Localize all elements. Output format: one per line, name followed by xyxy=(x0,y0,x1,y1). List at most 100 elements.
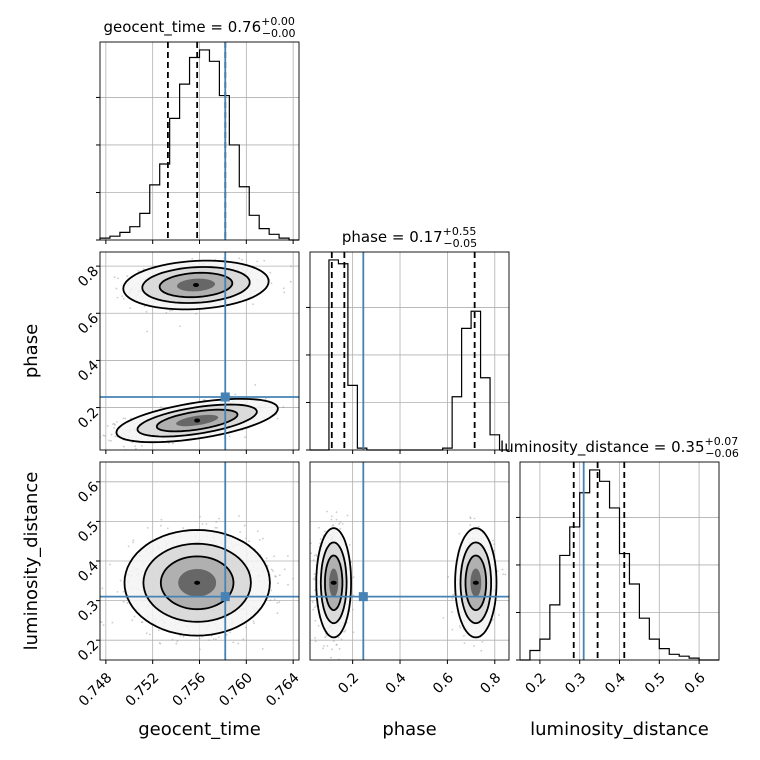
y-axis-label: luminosity_distance xyxy=(21,472,42,651)
sample-point xyxy=(102,624,105,627)
sample-point xyxy=(179,325,181,328)
sample-point xyxy=(212,638,215,641)
sample-point xyxy=(129,307,132,310)
sample-point xyxy=(102,434,105,437)
sample-point xyxy=(337,636,340,639)
sample-point xyxy=(326,645,329,647)
sample-point xyxy=(273,598,276,601)
x-tick-label: 0.3 xyxy=(562,670,589,697)
sample-point xyxy=(324,636,327,638)
sample-point xyxy=(276,612,279,615)
sample-point xyxy=(239,531,242,534)
sample-point xyxy=(122,445,125,448)
y-tick-label: 0.6 xyxy=(75,479,102,506)
sample-point xyxy=(106,425,109,427)
sample-point xyxy=(340,638,343,641)
sample-point xyxy=(243,524,246,527)
sample-point xyxy=(218,636,220,638)
x-tick-label: 0.764 xyxy=(263,670,303,710)
sample-point xyxy=(270,568,273,571)
sample-point xyxy=(265,557,268,560)
sample-point xyxy=(122,590,125,593)
density-layer xyxy=(100,514,294,655)
sample-point xyxy=(141,621,144,624)
sample-point xyxy=(463,634,465,637)
sample-point xyxy=(330,518,333,521)
sample-point xyxy=(313,573,316,576)
sample-point xyxy=(341,522,344,525)
sample-point xyxy=(502,573,505,576)
sample-point xyxy=(256,260,259,263)
sample-point xyxy=(126,601,129,604)
sample-point xyxy=(244,436,246,439)
sample-point xyxy=(274,575,276,578)
density-peak xyxy=(194,580,201,585)
sample-point xyxy=(261,537,264,540)
sample-point xyxy=(116,590,119,593)
y-axis-luminosity_distance: 0.2 0.3 0.4 0.5 0.6 luminosity_distance xyxy=(21,472,102,665)
hist-panel-luminosity_distance: luminosity_distance = 0.35+0.07 −0.06 xyxy=(500,435,739,661)
sample-point xyxy=(113,426,115,429)
sample-point xyxy=(473,645,475,647)
sample-point xyxy=(143,305,146,308)
sample-point xyxy=(67,286,69,288)
sample-point xyxy=(312,559,315,562)
y-axis-label: phase xyxy=(21,324,42,378)
sample-point xyxy=(481,641,484,643)
x-tick-label: 0.760 xyxy=(216,670,256,710)
truth-marker xyxy=(220,392,230,402)
sample-point xyxy=(171,309,174,312)
x-axis-label: geocent_time xyxy=(138,719,261,740)
sample-point xyxy=(307,604,309,606)
sample-point xyxy=(182,527,185,530)
sample-point xyxy=(131,619,134,622)
sample-point xyxy=(122,297,125,300)
sample-point xyxy=(332,640,335,643)
sample-point xyxy=(282,406,285,408)
truth-marker xyxy=(220,592,230,602)
sample-point xyxy=(334,663,336,665)
sample-point xyxy=(135,447,137,450)
sample-point xyxy=(114,435,117,438)
y-tick-label: 0.4 xyxy=(75,558,102,585)
sample-point xyxy=(286,555,289,557)
sample-point xyxy=(131,441,134,444)
sample-point xyxy=(311,601,314,603)
y-axis-phase: 0.2 0.4 0.6 0.8 phase xyxy=(21,263,102,431)
sample-point xyxy=(167,442,170,444)
sample-point xyxy=(159,406,162,408)
sample-point xyxy=(313,606,316,609)
histogram-step xyxy=(99,49,299,241)
sample-point xyxy=(215,521,218,523)
sample-point xyxy=(258,538,261,541)
sample-point xyxy=(244,626,247,629)
y-tick-label: 0.2 xyxy=(75,405,102,432)
sample-point xyxy=(314,640,317,643)
sample-point xyxy=(278,601,281,604)
sample-point xyxy=(253,622,255,625)
sample-point xyxy=(338,523,341,525)
sample-point xyxy=(218,517,220,520)
sample-point xyxy=(272,569,274,572)
sample-point xyxy=(493,543,496,546)
x-tick-label: 0.748 xyxy=(76,670,116,710)
sample-point xyxy=(323,645,325,647)
sample-point xyxy=(459,626,462,629)
sample-point xyxy=(330,515,333,518)
sample-point xyxy=(112,423,114,425)
panel-title: phase = 0.17+0.55 −0.05 xyxy=(342,225,477,250)
sample-point xyxy=(115,287,118,290)
sample-point xyxy=(276,417,279,420)
sample-point xyxy=(352,594,355,597)
sample-point xyxy=(140,445,143,447)
sample-point xyxy=(452,593,455,596)
x-tick-label: 0.752 xyxy=(123,670,163,710)
y-tick-label: 0.2 xyxy=(75,637,102,664)
histogram-step xyxy=(520,469,719,661)
sample-point xyxy=(201,522,204,525)
density-peak xyxy=(192,283,199,287)
sample-point xyxy=(326,510,328,513)
y-tick-label: 0.3 xyxy=(75,598,102,625)
sample-point xyxy=(341,665,343,667)
sample-point xyxy=(283,568,286,571)
